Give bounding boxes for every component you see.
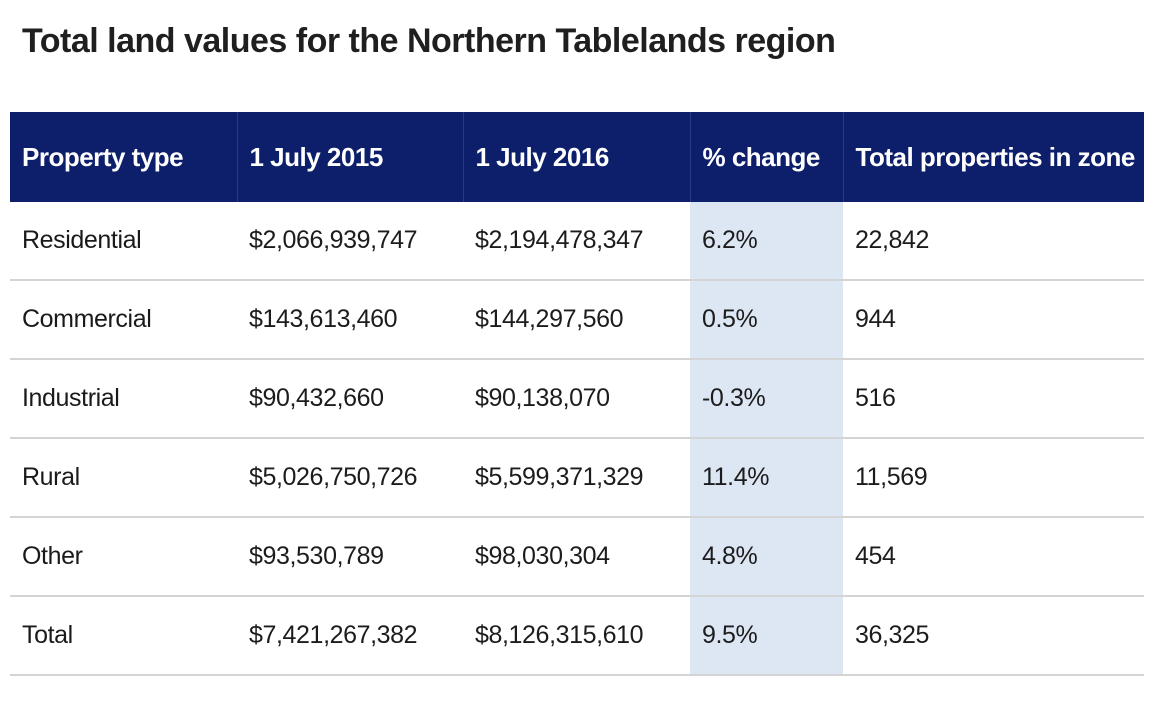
page-title: Total land values for the Northern Table… xyxy=(22,22,836,60)
table-row: Industrial $90,432,660 $90,138,070 -0.3%… xyxy=(10,359,1144,439)
cell-total-properties: 22,842 xyxy=(843,202,1144,281)
table-header: Property type 1 July 2015 1 July 2016 % … xyxy=(10,112,1144,202)
table-row: Residential $2,066,939,747 $2,194,478,34… xyxy=(10,202,1144,281)
cell-total-properties: 454 xyxy=(843,517,1144,597)
table-row: Rural $5,026,750,726 $5,599,371,329 11.4… xyxy=(10,438,1144,518)
cell-value-2016: $90,138,070 xyxy=(463,359,690,439)
cell-percent-change: 11.4% xyxy=(690,438,843,518)
cell-value-2015: $5,026,750,726 xyxy=(237,438,463,518)
cell-value-2016: $5,599,371,329 xyxy=(463,438,690,518)
header-total-properties: Total properties in zone xyxy=(843,112,1144,202)
cell-value-2015: $143,613,460 xyxy=(237,280,463,360)
cell-total-properties: 516 xyxy=(843,359,1144,439)
cell-total-properties: 36,325 xyxy=(843,596,1144,676)
header-1-july-2016: 1 July 2016 xyxy=(463,112,691,202)
table-row-total: Total $7,421,267,382 $8,126,315,610 9.5%… xyxy=(10,596,1144,676)
cell-property-type: Industrial xyxy=(10,359,237,439)
land-values-table: Property type 1 July 2015 1 July 2016 % … xyxy=(10,112,1144,676)
cell-property-type: Rural xyxy=(10,438,237,518)
land-values-table-container: Property type 1 July 2015 1 July 2016 % … xyxy=(10,112,1144,676)
cell-property-type: Total xyxy=(10,596,237,676)
cell-value-2015: $90,432,660 xyxy=(237,359,463,439)
cell-percent-change: -0.3% xyxy=(690,359,843,439)
cell-value-2016: $98,030,304 xyxy=(463,517,690,597)
table-body: Residential $2,066,939,747 $2,194,478,34… xyxy=(10,202,1144,676)
cell-value-2016: $8,126,315,610 xyxy=(463,596,690,676)
header-row: Property type 1 July 2015 1 July 2016 % … xyxy=(10,112,1144,202)
header-1-july-2015: 1 July 2015 xyxy=(237,112,464,202)
cell-total-properties: 11,569 xyxy=(843,438,1144,518)
header-percent-change: % change xyxy=(690,112,844,202)
cell-value-2015: $7,421,267,382 xyxy=(237,596,463,676)
cell-value-2015: $93,530,789 xyxy=(237,517,463,597)
cell-value-2016: $144,297,560 xyxy=(463,280,690,360)
table-row: Other $93,530,789 $98,030,304 4.8% 454 xyxy=(10,517,1144,597)
cell-total-properties: 944 xyxy=(843,280,1144,360)
cell-percent-change: 0.5% xyxy=(690,280,843,360)
cell-percent-change: 4.8% xyxy=(690,517,843,597)
table-row: Commercial $143,613,460 $144,297,560 0.5… xyxy=(10,280,1144,360)
header-property-type: Property type xyxy=(10,112,238,202)
cell-property-type: Other xyxy=(10,517,237,597)
cell-property-type: Commercial xyxy=(10,280,237,360)
cell-percent-change: 6.2% xyxy=(690,202,843,281)
cell-value-2016: $2,194,478,347 xyxy=(463,202,690,281)
cell-property-type: Residential xyxy=(10,202,237,281)
cell-value-2015: $2,066,939,747 xyxy=(237,202,463,281)
cell-percent-change: 9.5% xyxy=(690,596,843,676)
